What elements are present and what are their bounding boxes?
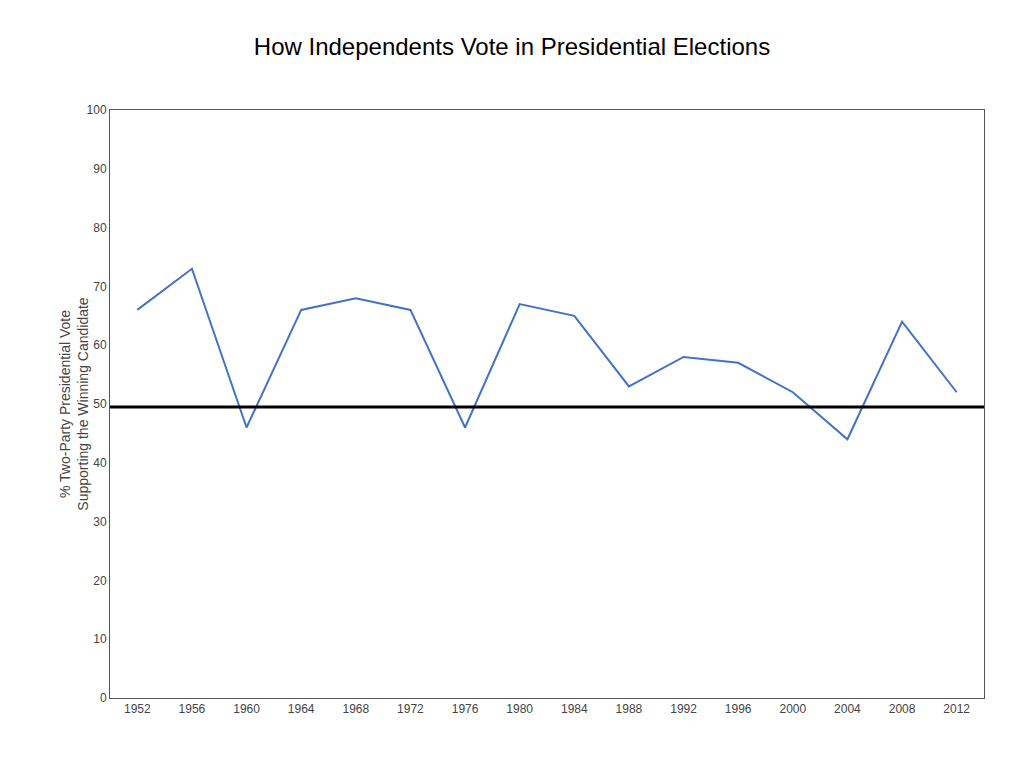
svg-text:1996: 1996 — [725, 702, 752, 716]
svg-text:2000: 2000 — [779, 702, 806, 716]
svg-text:1960: 1960 — [233, 702, 260, 716]
svg-text:0: 0 — [100, 691, 107, 705]
svg-text:10: 10 — [93, 632, 107, 646]
svg-text:1976: 1976 — [452, 702, 479, 716]
svg-text:How Independents Vote in Presi: How Independents Vote in Presidential El… — [254, 33, 770, 60]
svg-text:% Two-Party Presidential VoteS: % Two-Party Presidential VoteSupporting … — [57, 297, 91, 510]
svg-text:70: 70 — [93, 280, 107, 294]
svg-text:2004: 2004 — [834, 702, 861, 716]
svg-text:2012: 2012 — [943, 702, 970, 716]
svg-text:50: 50 — [93, 397, 107, 411]
svg-text:80: 80 — [93, 221, 107, 235]
svg-text:1964: 1964 — [288, 702, 315, 716]
svg-text:20: 20 — [93, 574, 107, 588]
svg-text:100: 100 — [87, 103, 107, 117]
svg-text:1980: 1980 — [506, 702, 533, 716]
svg-text:40: 40 — [93, 456, 107, 470]
svg-text:30: 30 — [93, 515, 107, 529]
svg-text:1972: 1972 — [397, 702, 424, 716]
svg-text:60: 60 — [93, 338, 107, 352]
svg-text:90: 90 — [93, 162, 107, 176]
svg-text:2008: 2008 — [889, 702, 916, 716]
svg-text:1952: 1952 — [124, 702, 151, 716]
svg-text:1984: 1984 — [561, 702, 588, 716]
svg-text:1988: 1988 — [616, 702, 643, 716]
svg-text:1956: 1956 — [179, 702, 206, 716]
svg-text:1992: 1992 — [670, 702, 697, 716]
svg-text:1968: 1968 — [342, 702, 369, 716]
